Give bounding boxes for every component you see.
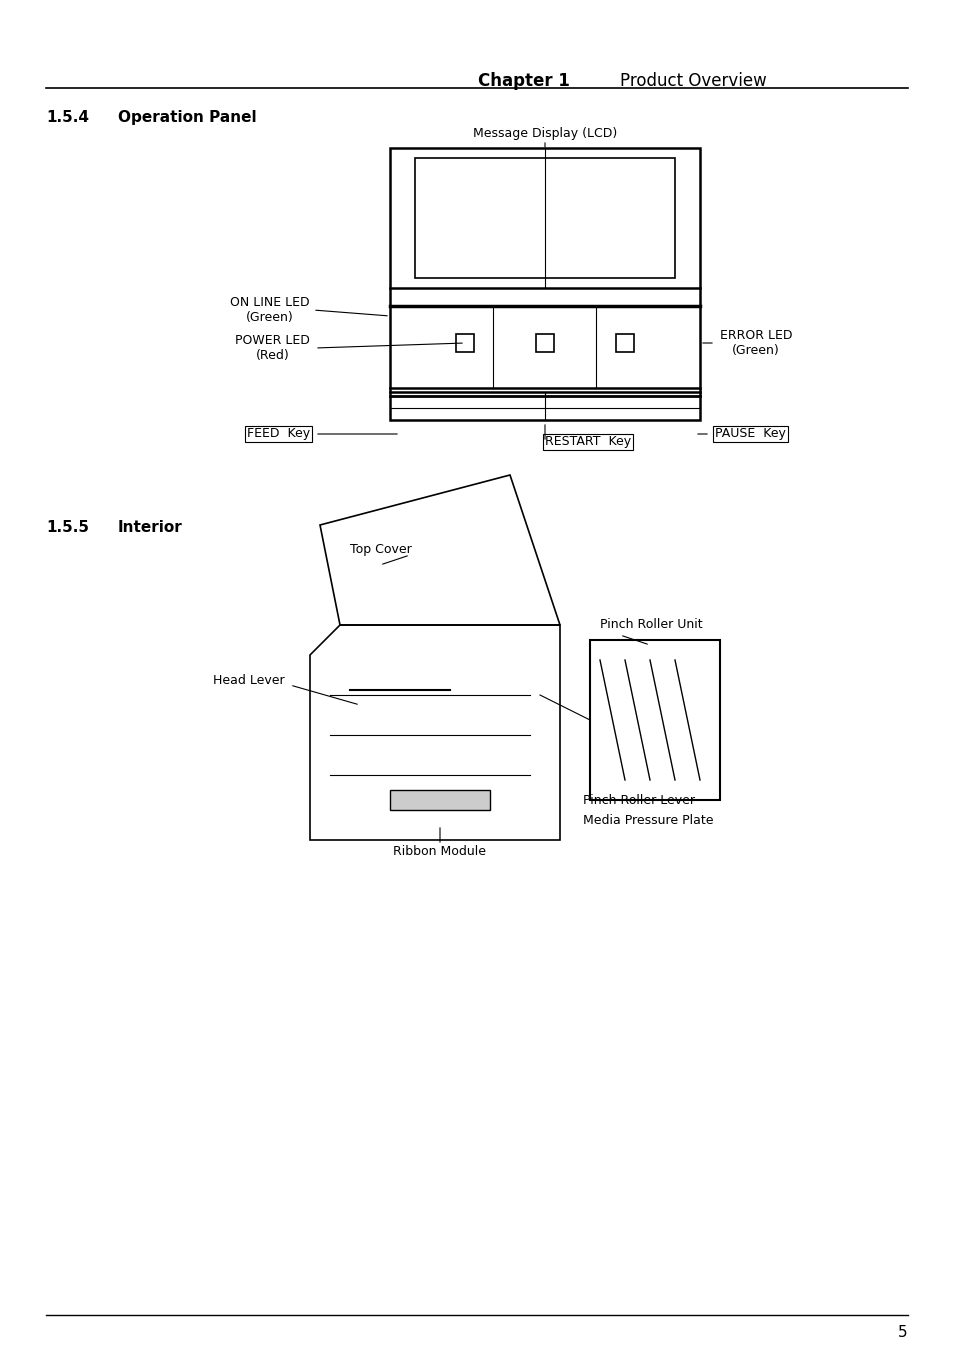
Text: Operation Panel: Operation Panel — [118, 109, 256, 126]
Text: POWER LED
(Red): POWER LED (Red) — [234, 334, 310, 362]
Text: 1.5.4: 1.5.4 — [46, 109, 89, 126]
Text: Pinch Roller Unit: Pinch Roller Unit — [599, 619, 702, 631]
Text: 1.5.5: 1.5.5 — [46, 520, 89, 535]
Bar — [616, 334, 634, 353]
Text: Message Display (LCD): Message Display (LCD) — [473, 127, 617, 141]
Text: Product Overview: Product Overview — [619, 72, 766, 91]
Text: ERROR LED
(Green): ERROR LED (Green) — [720, 330, 792, 357]
Text: Media Pressure Plate: Media Pressure Plate — [582, 813, 713, 827]
Bar — [415, 158, 675, 278]
Bar — [589, 640, 720, 800]
Text: Interior: Interior — [118, 520, 183, 535]
Text: Head Lever: Head Lever — [213, 674, 285, 686]
Text: ON LINE LED
(Green): ON LINE LED (Green) — [230, 296, 310, 324]
Bar — [456, 334, 474, 353]
Bar — [390, 790, 490, 811]
Text: PAUSE  Key: PAUSE Key — [714, 427, 785, 440]
Text: 5: 5 — [898, 1325, 907, 1340]
Text: Top Cover: Top Cover — [350, 543, 412, 557]
Text: Ribbon Module: Ribbon Module — [393, 844, 486, 858]
Text: RESTART  Key: RESTART Key — [544, 435, 631, 449]
Text: Pinch Roller Lever: Pinch Roller Lever — [582, 793, 695, 807]
Text: FEED  Key: FEED Key — [247, 427, 310, 440]
Text: Chapter 1: Chapter 1 — [477, 72, 569, 91]
Bar — [536, 334, 554, 353]
